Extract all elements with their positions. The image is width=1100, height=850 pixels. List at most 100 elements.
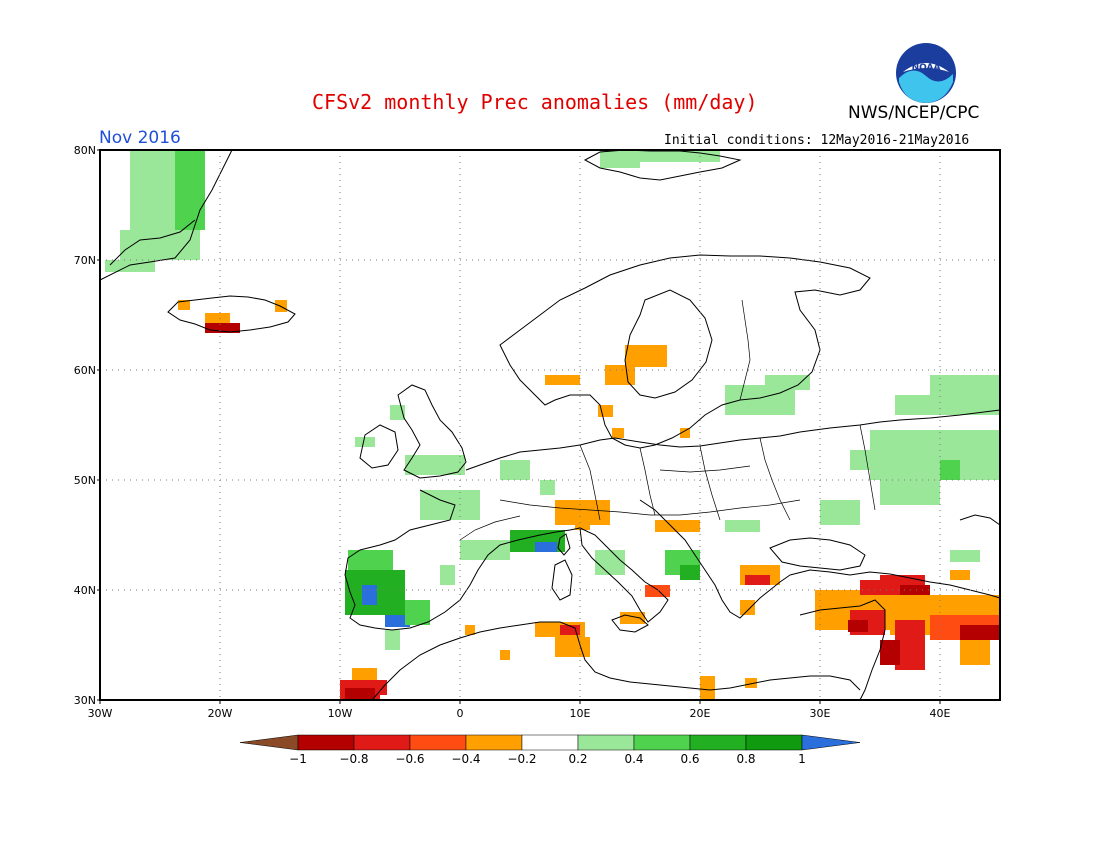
anomaly-cell — [405, 455, 465, 475]
colorbar-label: 0.2 — [568, 752, 587, 766]
anomaly-cell — [680, 428, 690, 438]
country-borders — [459, 299, 876, 541]
longitude-labels: 30W 20W 10W 0 10E 20E 30E 40E — [88, 700, 951, 720]
lon-label: 20E — [690, 707, 711, 720]
anomaly-cell — [385, 630, 400, 650]
colorbar-segment — [689, 734, 747, 751]
colorbar-segment — [745, 734, 803, 751]
colorbar-label: −1 — [289, 752, 307, 766]
anomaly-cell — [940, 460, 960, 480]
anomaly-cell — [700, 676, 715, 700]
anomaly-cell — [377, 680, 387, 695]
anomaly-cell — [950, 570, 970, 580]
anomaly-cell — [645, 585, 670, 597]
anomaly-cell — [895, 395, 940, 415]
colorbar-label: −0.8 — [339, 752, 368, 766]
anomaly-cell — [612, 428, 624, 438]
anomaly-cell — [745, 678, 757, 688]
gridlines — [100, 150, 1000, 700]
colorbar-segment — [521, 734, 579, 751]
anomaly-cell — [205, 323, 240, 333]
colorbar-right-arrow — [801, 734, 861, 751]
anomaly-cell — [605, 365, 635, 385]
anomaly-cell — [850, 450, 900, 470]
lon-label: 10E — [570, 707, 591, 720]
lon-label: 40E — [930, 707, 951, 720]
lon-label: 20W — [208, 707, 233, 720]
latitude-labels: 80N 70N 60N 50N 40N 30N — [74, 144, 100, 707]
anomaly-cell — [900, 585, 930, 597]
anomaly-cell — [385, 615, 410, 627]
anomaly-cell — [345, 688, 375, 700]
colorbar: −1 −0.8 −0.6 −0.4 −0.2 0.2 0.4 0.6 0.8 1 — [239, 734, 861, 766]
lon-label: 30E — [810, 707, 831, 720]
anomaly-cell — [465, 625, 475, 635]
anomaly-cell — [880, 640, 900, 665]
anomaly-cell — [848, 620, 868, 632]
noaa-logo-icon: NOAA — [896, 43, 956, 103]
anomaly-cell — [575, 520, 590, 530]
anomaly-cell — [930, 375, 1000, 415]
anomaly-cell — [820, 500, 860, 525]
anomaly-cell — [355, 437, 375, 447]
colorbar-label: −0.6 — [395, 752, 424, 766]
anomaly-cell — [500, 460, 530, 480]
colorbar-label: −0.4 — [451, 752, 480, 766]
colorbar-label: 0.6 — [680, 752, 699, 766]
colorbar-label: −0.2 — [507, 752, 536, 766]
anomaly-cell — [740, 600, 755, 615]
anomaly-cell — [175, 150, 205, 230]
anomaly-cell — [500, 650, 510, 660]
anomaly-cell — [680, 565, 700, 580]
colorbar-segment — [297, 734, 355, 751]
anomaly-cell — [540, 480, 555, 495]
anomaly-cell — [535, 542, 557, 552]
lat-label: 70N — [74, 254, 96, 267]
lon-label: 10W — [328, 707, 353, 720]
anomaly-cell — [460, 540, 510, 560]
anomaly-cell — [765, 375, 810, 390]
anomaly-cell — [950, 550, 980, 562]
anomaly-cell — [655, 520, 700, 532]
initial-conditions: Initial conditions: 12May2016-21May2016 — [664, 133, 970, 148]
anomaly-cell — [595, 550, 625, 575]
lon-label: 0 — [457, 707, 464, 720]
forecast-month: Nov 2016 — [99, 128, 181, 148]
anomaly-cell — [130, 150, 175, 230]
lat-label: 50N — [74, 474, 96, 487]
colorbar-segment — [577, 734, 635, 751]
map-title: CFSv2 monthly Prec anomalies (mm/day) — [312, 90, 758, 114]
anomaly-cell — [560, 625, 580, 635]
logo-text: NOAA — [912, 63, 941, 73]
colorbar-label: 0.8 — [736, 752, 755, 766]
anomaly-cell — [205, 313, 230, 325]
agency-label: NWS/NCEP/CPC — [848, 103, 980, 123]
anomaly-cell — [545, 375, 580, 385]
anomaly-cell — [440, 565, 455, 585]
colorbar-label: 1 — [798, 752, 806, 766]
lat-label: 40N — [74, 584, 96, 597]
anomaly-cell — [620, 612, 645, 624]
colorbar-segment — [633, 734, 691, 751]
anomaly-cell — [348, 550, 393, 570]
anomaly-cell — [960, 640, 990, 665]
anomaly-cell — [555, 637, 590, 657]
colorbar-left-arrow — [239, 734, 299, 751]
lon-label: 30W — [88, 707, 113, 720]
anomaly-cell — [745, 575, 770, 585]
colorbar-label: 0.4 — [624, 752, 643, 766]
colorbar-segment — [465, 734, 523, 751]
anomaly-cell — [625, 345, 667, 367]
anomaly-cell — [600, 150, 640, 168]
anomaly-cell — [725, 520, 760, 532]
map-frame — [99, 149, 1001, 701]
anomaly-cell — [640, 150, 720, 162]
anomaly-cell — [880, 480, 940, 505]
anomaly-cell — [405, 600, 430, 625]
anomaly-cell — [352, 668, 377, 680]
anomaly-cell — [960, 625, 1000, 640]
colorbar-segment — [353, 734, 411, 751]
colorbar-segment — [409, 734, 467, 751]
anomaly-cells — [105, 150, 1000, 700]
